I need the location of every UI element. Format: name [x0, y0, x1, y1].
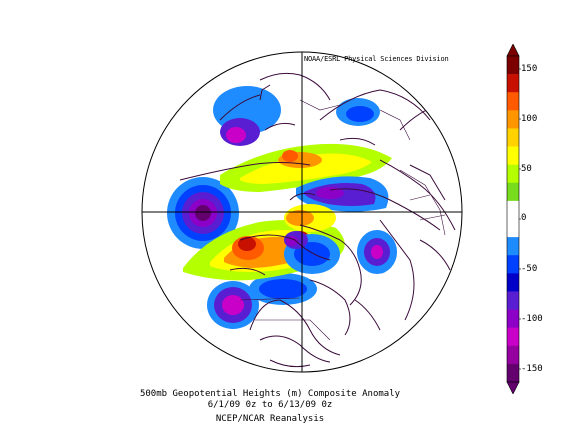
- anomaly-positive-arctic: [220, 143, 392, 192]
- colorbar-segment: [507, 146, 519, 165]
- borders: [239, 99, 446, 341]
- colorbar-tick-label: 50: [521, 164, 532, 174]
- colorbar-tick-label: 100: [521, 114, 538, 124]
- colorbar-top-arrow: [506, 44, 520, 57]
- colorbar-segment: [507, 200, 519, 220]
- anomaly-negative-pacific: [167, 177, 239, 249]
- anomaly-negative-siberia: [296, 176, 389, 212]
- colorbar: [506, 44, 521, 394]
- credit-label: NOAA/ESRL Physical Sciences Division: [304, 55, 449, 63]
- colorbar-bottom-arrow: [506, 381, 520, 394]
- colorbar-tick-label: -50: [521, 264, 538, 274]
- anomaly-field: [167, 72, 456, 368]
- coastlines: [179, 72, 456, 368]
- colorbar-tick-label: -150: [521, 364, 543, 374]
- colorbar-segment: [507, 255, 519, 274]
- anomaly-negative-atlantic: [357, 230, 397, 274]
- colorbar-segment: [507, 92, 519, 111]
- colorbar-segment: [507, 309, 519, 328]
- colorbar-segment: [507, 327, 519, 347]
- colorbar-segment: [507, 56, 519, 75]
- colorbar-segment: [507, 291, 519, 310]
- colorbar-tick-label: -100: [521, 314, 543, 324]
- chart-title-line-1: 500mb Geopotential Heights (m) Composite…: [139, 389, 401, 399]
- colorbar-segment: [507, 219, 519, 238]
- anomaly-negative-north: [213, 86, 380, 146]
- colorbar-segment: [507, 110, 519, 129]
- colorbar-segment: [507, 182, 519, 202]
- chart-title-line-3: NCEP/NCAR Reanalysis: [215, 414, 325, 424]
- colorbar-segment: [507, 74, 519, 93]
- colorbar-tick-label: 0: [521, 213, 527, 223]
- colorbar-tick-label: 150: [521, 64, 538, 74]
- colorbar-segment: [507, 237, 519, 256]
- colorbar-segment: [507, 164, 519, 184]
- anomaly-negative-southwest: [207, 273, 317, 329]
- colorbar-segment: [507, 345, 519, 365]
- colorbar-segment: [507, 128, 519, 147]
- chart-title-line-2: 6/1/09 0z to 6/13/09 0z: [207, 400, 333, 410]
- colorbar-segment: [507, 273, 519, 292]
- colorbar-segment: [507, 363, 519, 383]
